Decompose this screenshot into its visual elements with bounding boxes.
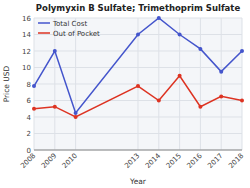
point	[178, 74, 182, 78]
point	[240, 49, 244, 53]
y-tick-label: 4	[27, 114, 32, 122]
line	[34, 76, 242, 117]
point	[219, 70, 223, 74]
x-tick-label: 2017	[206, 152, 224, 170]
x-tick-label: 2015	[165, 152, 183, 170]
grid-line	[158, 18, 159, 150]
y-tick-label: 16	[22, 15, 31, 23]
x-axis: 200820092010 201320142015201620172018	[19, 18, 245, 170]
point	[136, 33, 140, 37]
point	[136, 84, 140, 88]
point	[74, 111, 78, 115]
grid-line	[242, 18, 243, 150]
y-axis-label: Price USD	[2, 65, 11, 102]
plot-area	[34, 18, 242, 150]
legend: Total Cost Out of Pocket	[38, 20, 100, 38]
y-tick-label: 10	[22, 64, 31, 72]
point	[32, 84, 36, 88]
point	[74, 115, 78, 119]
point	[240, 99, 244, 103]
y-tick-label: 8	[27, 81, 31, 89]
x-tick-label: 2018	[227, 152, 245, 170]
y-tick-label: 12	[22, 48, 31, 56]
legend-label: Out of Pocket	[53, 30, 100, 38]
x-tick-label: 2008	[19, 152, 37, 170]
x-tick-label: 2009	[40, 152, 58, 170]
point	[198, 47, 202, 51]
marks	[32, 16, 244, 119]
point	[157, 99, 161, 103]
x-tick-label: 2014	[144, 151, 163, 170]
grid-line	[138, 18, 139, 150]
x-tick-label: 2013	[123, 152, 141, 170]
point	[53, 49, 57, 53]
point	[198, 105, 202, 109]
grid-line	[179, 18, 180, 150]
point	[157, 16, 161, 20]
grid-line	[54, 18, 55, 150]
line	[34, 18, 242, 113]
point	[32, 107, 36, 111]
grid-line	[75, 18, 76, 150]
grid-line	[34, 18, 35, 150]
grid-line	[200, 18, 201, 150]
legend-swatch	[38, 22, 50, 24]
x-axis-label: Year	[129, 177, 147, 186]
y-axis: 0246810121416	[22, 15, 242, 155]
chart: 0246810121416200820092010201320142015201…	[0, 0, 250, 188]
x-axis-line	[34, 150, 242, 151]
y-tick-label: 14	[22, 31, 31, 39]
point	[53, 105, 57, 109]
grid-line	[221, 18, 222, 150]
title: Polymyxin B Sulfate; Trimethoprim Sulfat…	[36, 3, 241, 13]
legend-label: Total Cost	[52, 20, 87, 28]
y-tick-label: 6	[27, 97, 32, 105]
y-tick-label: 2	[27, 130, 31, 138]
point	[219, 94, 223, 98]
x-tick-label: 2016	[186, 151, 205, 170]
grid-line	[34, 150, 242, 151]
legend-swatch	[38, 32, 50, 34]
x-tick-label: 2010	[61, 152, 79, 170]
point	[178, 33, 182, 37]
